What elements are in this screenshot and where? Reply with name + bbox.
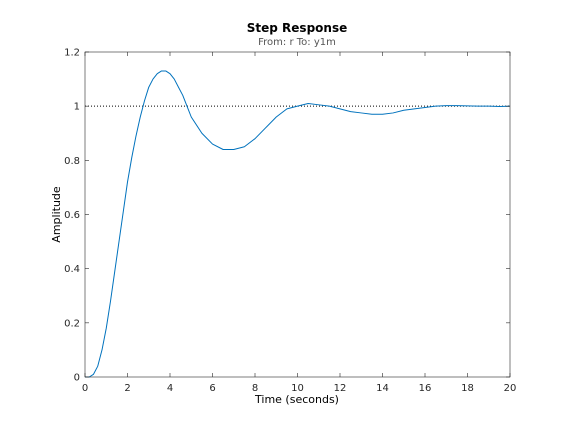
x-axis-label: Time (seconds)	[254, 393, 339, 406]
x-tick-label: 14	[376, 383, 389, 394]
x-tick-label: 12	[334, 383, 347, 394]
chart-subtitle: From: r To: y1m	[258, 37, 336, 48]
y-tick-label: 0.2	[64, 318, 80, 329]
chart-title: Step Response	[247, 21, 347, 35]
y-tick-label: 1.2	[64, 48, 80, 59]
y-tick-label: 0	[74, 373, 80, 384]
y-tick-label: 0.4	[64, 264, 80, 275]
x-tick-label: 6	[209, 383, 215, 394]
x-tick-label: 18	[461, 383, 474, 394]
x-tick-label: 8	[252, 383, 258, 394]
x-tick-label: 20	[504, 383, 517, 394]
y-tick-label: 1	[74, 102, 80, 113]
y-tick-label: 0.8	[64, 156, 80, 167]
y-tick-label: 0.6	[64, 210, 80, 221]
x-tick-label: 0	[82, 383, 88, 394]
x-tick-label: 16	[419, 383, 432, 394]
series-line-0	[85, 70, 511, 378]
x-tick-label: 4	[167, 383, 173, 394]
x-tick-label: 10	[291, 383, 304, 394]
y-axis-label: Amplitude	[50, 186, 63, 243]
plot-area	[85, 52, 510, 377]
x-tick-label: 2	[124, 383, 130, 394]
